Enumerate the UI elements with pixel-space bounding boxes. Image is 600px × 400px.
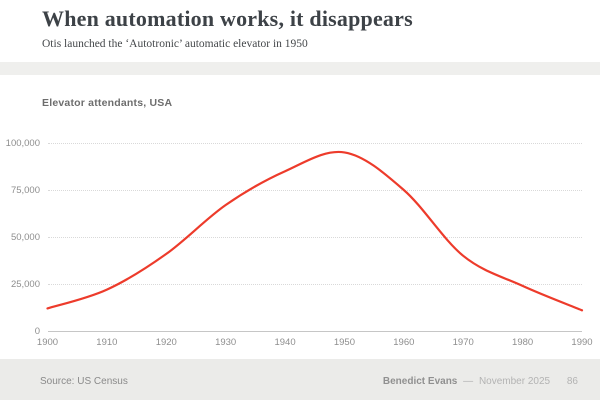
x-axis-label: 1900: [36, 337, 59, 348]
slide-subtitle: Otis launched the ‘Autotronic’ automatic…: [42, 38, 308, 50]
x-axis-label: 1910: [96, 337, 118, 348]
slide-title: When automation works, it disappears: [42, 6, 413, 31]
y-axis-label: 75,000: [10, 184, 40, 196]
x-axis-label: 1950: [333, 337, 355, 348]
x-axis-label: 1970: [452, 337, 474, 348]
y-axis-label: 100,000: [5, 137, 40, 149]
x-axis-label: 1940: [274, 337, 296, 348]
x-axis-label: 1990: [571, 337, 593, 348]
grid-line: [47, 190, 582, 191]
chart-title: Elevator attendants, USA: [42, 97, 173, 109]
y-axis-label: 25,000: [10, 278, 40, 290]
footer-byline: Benedict Evans — November 2025 86: [383, 376, 578, 387]
y-axis-label: 50,000: [10, 231, 40, 243]
x-axis-label: 1930: [215, 337, 237, 348]
header-divider-band: [0, 62, 600, 75]
slide-footer: Source: US Census Benedict Evans — Novem…: [0, 359, 600, 400]
grid-line: [47, 143, 582, 144]
page-number: 86: [566, 376, 578, 387]
source-label: Source: US Census: [40, 376, 128, 387]
grid-line: [47, 237, 582, 238]
date-label: November 2025: [478, 376, 551, 387]
x-axis-line: [47, 331, 582, 332]
y-axis-label: 0: [34, 325, 40, 337]
x-axis-label: 1980: [512, 337, 534, 348]
x-axis-label: 1960: [393, 337, 415, 348]
x-axis-label: 1920: [155, 337, 177, 348]
series-line: [46, 150, 584, 312]
byline-separator: —: [463, 376, 474, 387]
grid-line: [47, 284, 582, 285]
author-label: Benedict Evans: [382, 376, 458, 387]
